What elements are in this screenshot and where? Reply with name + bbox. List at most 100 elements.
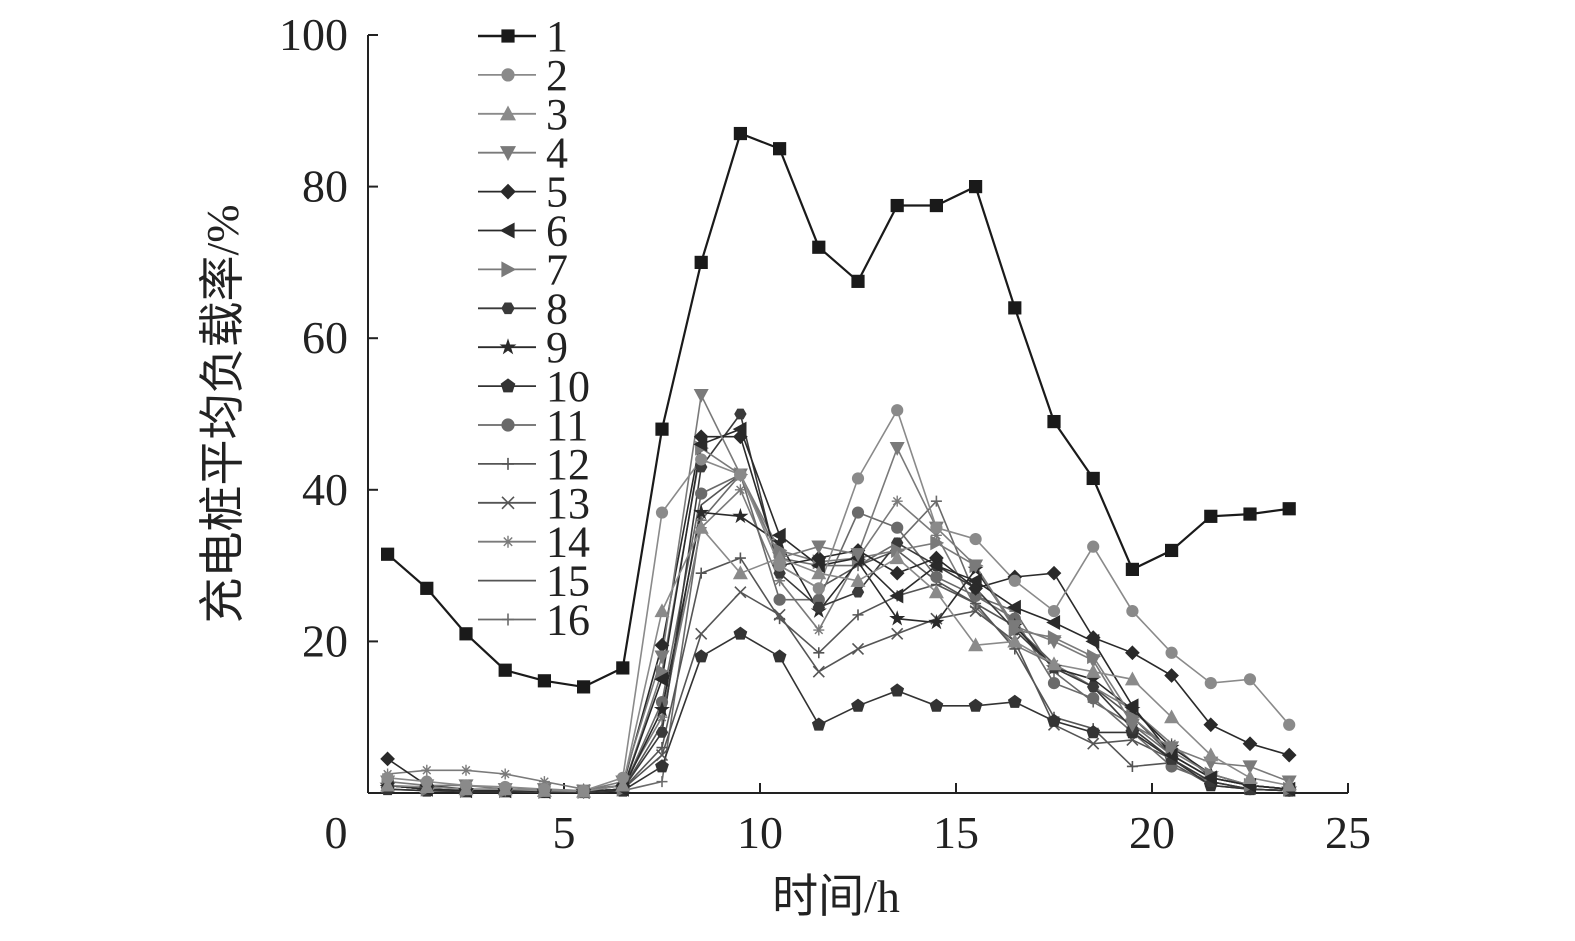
data-point bbox=[969, 532, 982, 546]
data-point bbox=[968, 580, 983, 596]
data-point bbox=[852, 609, 864, 621]
legend-item-5: 5 bbox=[478, 168, 568, 217]
data-point bbox=[811, 717, 826, 731]
data-point bbox=[654, 603, 670, 618]
data-point bbox=[851, 586, 865, 598]
data-point bbox=[774, 575, 786, 587]
legend-label: 11 bbox=[546, 401, 588, 450]
data-point bbox=[1282, 502, 1296, 516]
legend-swatch-marker bbox=[501, 496, 515, 510]
legend-label: 13 bbox=[546, 479, 590, 528]
data-point bbox=[538, 783, 551, 796]
legend-label: 10 bbox=[546, 362, 590, 411]
legend-swatch-marker bbox=[501, 68, 515, 82]
data-point bbox=[1281, 777, 1297, 792]
data-point bbox=[1243, 507, 1257, 521]
data-point bbox=[734, 552, 746, 564]
data-point bbox=[1242, 760, 1258, 775]
legend-label: 7 bbox=[546, 245, 568, 294]
data-point bbox=[929, 550, 944, 566]
data-point bbox=[733, 626, 748, 640]
y-axis-label: 充电桩平均负载率/% bbox=[197, 204, 248, 623]
data-point bbox=[655, 749, 669, 762]
data-point bbox=[381, 771, 394, 784]
legend-label: 2 bbox=[546, 51, 568, 100]
data-point bbox=[968, 180, 983, 194]
data-point bbox=[889, 550, 905, 565]
data-point bbox=[693, 429, 709, 445]
x-tick-label: 5 bbox=[553, 807, 576, 858]
legend-swatch-marker bbox=[501, 418, 515, 432]
legend-item-12: 12 bbox=[478, 440, 590, 489]
data-point bbox=[891, 627, 904, 640]
y-tick-label: 20 bbox=[302, 615, 348, 666]
data-point bbox=[1086, 471, 1100, 486]
data-point bbox=[733, 429, 748, 445]
series-markers-13 bbox=[381, 586, 1296, 798]
data-point bbox=[1047, 414, 1061, 429]
series-markers bbox=[379, 126, 1298, 799]
data-point bbox=[930, 521, 943, 534]
x-tick-label: 10 bbox=[737, 807, 783, 858]
data-point bbox=[891, 404, 904, 417]
data-point bbox=[1087, 737, 1100, 750]
data-point bbox=[929, 698, 944, 712]
data-point bbox=[615, 777, 631, 792]
data-point bbox=[812, 582, 825, 595]
data-point bbox=[381, 547, 395, 561]
data-point bbox=[1087, 692, 1100, 705]
data-point bbox=[420, 775, 433, 788]
data-point bbox=[498, 663, 512, 677]
data-point bbox=[1124, 671, 1140, 686]
legend-item-9: 9 bbox=[478, 323, 568, 372]
x-axis-label: 时间/h bbox=[772, 871, 900, 922]
data-point bbox=[655, 759, 669, 773]
data-point bbox=[1087, 540, 1100, 553]
legend-label: 14 bbox=[546, 518, 590, 567]
chart-axes bbox=[367, 35, 1348, 794]
data-point bbox=[1085, 630, 1101, 645]
data-point bbox=[891, 495, 903, 507]
data-point bbox=[773, 593, 786, 606]
data-point bbox=[459, 627, 473, 641]
data-point bbox=[1046, 635, 1062, 650]
data-point bbox=[772, 649, 787, 663]
data-point bbox=[1203, 747, 1219, 762]
series-line-1 bbox=[386, 132, 1290, 689]
data-point bbox=[968, 698, 983, 712]
series-markers-1 bbox=[381, 126, 1296, 694]
data-point bbox=[1085, 654, 1101, 669]
data-point bbox=[695, 627, 708, 640]
legend-item-8: 8 bbox=[478, 284, 568, 333]
data-point bbox=[655, 422, 669, 436]
data-point bbox=[695, 567, 707, 579]
data-point bbox=[693, 388, 709, 403]
series-line-10 bbox=[387, 632, 1290, 794]
y-tick-label: 100 bbox=[279, 9, 348, 60]
data-point bbox=[734, 468, 747, 481]
data-point bbox=[732, 507, 749, 524]
data-point bbox=[811, 565, 827, 580]
legend-label: 5 bbox=[546, 168, 568, 217]
data-point bbox=[1007, 694, 1022, 708]
data-point bbox=[1164, 709, 1180, 724]
legend-swatch-marker bbox=[502, 457, 514, 470]
legend-swatch-marker bbox=[499, 222, 515, 239]
legend-item-3: 3 bbox=[478, 90, 568, 139]
data-point bbox=[1203, 770, 1217, 786]
data-point bbox=[1047, 604, 1061, 618]
data-point bbox=[499, 780, 512, 794]
data-point bbox=[693, 519, 709, 534]
data-point bbox=[811, 550, 827, 566]
data-point bbox=[695, 453, 708, 466]
data-point bbox=[616, 771, 629, 784]
data-point bbox=[1204, 676, 1217, 690]
data-point bbox=[656, 711, 668, 723]
legend-swatch-marker bbox=[499, 146, 517, 161]
data-point bbox=[1203, 717, 1219, 733]
data-point bbox=[1164, 668, 1179, 683]
data-point bbox=[656, 776, 668, 788]
